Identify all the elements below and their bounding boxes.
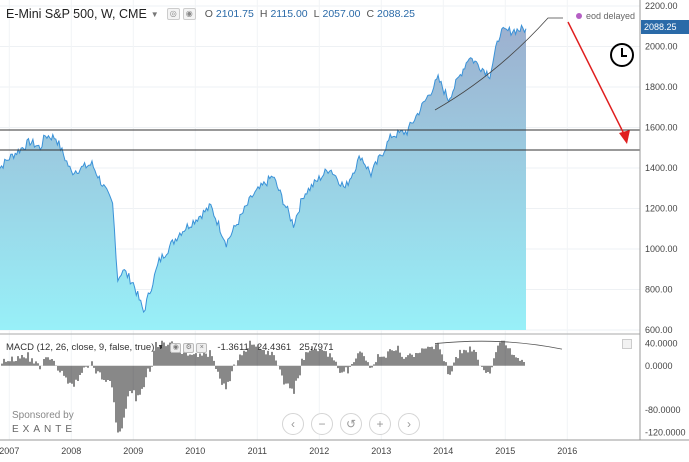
- price-tick-label: 800.00: [645, 285, 673, 295]
- time-tick-label: 2010: [185, 446, 205, 456]
- eod-label: eod delayed: [586, 11, 636, 21]
- sponsor-label: Sponsored by: [12, 410, 74, 421]
- maximize-pane-icon[interactable]: [622, 339, 632, 349]
- chevron-down-icon[interactable]: ▼: [157, 344, 165, 351]
- time-tick-label: 2012: [309, 446, 329, 456]
- zoom-in-button[interactable]: +: [369, 413, 391, 435]
- high-label: H: [259, 8, 268, 20]
- open-value: 2101.75: [215, 8, 254, 20]
- time-tick-label: 2011: [248, 446, 267, 456]
- zoom-controls: ‹ − ↺ + ›: [282, 413, 427, 435]
- macd-tick-label: -120.0000: [645, 427, 686, 437]
- clock-icon: [610, 43, 634, 67]
- low-label: L: [313, 8, 320, 20]
- visibility-icon[interactable]: ◉: [182, 8, 196, 20]
- macd-axis: 40.0000 0.0000 -80.0000 -120.0000: [645, 339, 686, 438]
- last-price-tag: 2088.25: [641, 20, 689, 34]
- close-label: C: [366, 8, 375, 20]
- visibility-icon[interactable]: ◉: [170, 342, 182, 353]
- status-dot-icon: [576, 13, 582, 19]
- forecast-arrow[interactable]: [567, 21, 630, 144]
- macd-histogram: [1, 340, 563, 433]
- price-axis: 2200.00 2000.00 1800.00 1600.00 1400.00 1200.…: [645, 1, 678, 335]
- macd-tick-label: 40.0000: [645, 339, 678, 349]
- price-tick-label: 1600.00: [645, 123, 678, 133]
- price-area: [0, 25, 526, 330]
- macd-trend-curve[interactable]: [434, 340, 563, 350]
- time-axis: 2007 2008 2009 2010 2011 2012 2013 2014 2015 2016: [0, 446, 577, 456]
- chevron-down-icon[interactable]: ▼: [150, 9, 159, 19]
- sponsor-logo[interactable]: EXANTE: [12, 424, 77, 435]
- time-tick-label: 2013: [371, 446, 391, 456]
- time-tick-label: 2007: [0, 446, 19, 456]
- time-tick-label: 2015: [495, 446, 515, 456]
- open-label: O: [204, 8, 213, 20]
- zoom-out-button[interactable]: −: [311, 413, 333, 435]
- macd-value-2: 24.4361: [256, 342, 292, 353]
- time-tick-label: 2008: [61, 446, 81, 456]
- price-tick-label: 1800.00: [645, 82, 678, 92]
- price-tick-label: 2200.00: [645, 1, 678, 11]
- reset-button[interactable]: ↺: [340, 413, 362, 435]
- close-value: 2088.25: [377, 8, 416, 20]
- price-tick-label: 1200.00: [645, 204, 678, 214]
- price-line: [0, 23, 527, 314]
- macd-value-3: 25.7971: [299, 342, 334, 353]
- price-tick-label: 2000.00: [645, 42, 678, 52]
- macd-header: MACD (12, 26, close, 9, false, true) ▼ ◉…: [6, 342, 334, 353]
- price-tick-label: 1000.00: [645, 244, 678, 254]
- macd-value-1: -1.3611: [217, 342, 249, 353]
- eod-status: eod delayed: [576, 11, 635, 21]
- chart-header: E-Mini S&P 500, W, CME ▼ ◎ ◉ O 2101.75 H…: [6, 6, 415, 22]
- time-tick-label: 2016: [557, 446, 577, 456]
- price-tick-label: 1400.00: [645, 163, 678, 173]
- high-value: 2115.00: [270, 8, 308, 20]
- macd-tick-label: -80.0000: [645, 405, 681, 415]
- macd-tick-label: 0.0000: [645, 361, 673, 371]
- symbol-title[interactable]: E-Mini S&P 500, W, CME: [6, 7, 147, 21]
- time-tick-label: 2014: [433, 446, 453, 456]
- scroll-left-button[interactable]: ‹: [282, 413, 304, 435]
- macd-label[interactable]: MACD (12, 26, close, 9, false, true): [6, 342, 155, 353]
- settings-icon[interactable]: ◎: [166, 8, 180, 20]
- price-tick-label: 600.00: [645, 325, 673, 335]
- trend-curve[interactable]: [434, 17, 563, 111]
- time-tick-label: 2009: [123, 446, 143, 456]
- close-icon[interactable]: ×: [196, 342, 208, 353]
- settings-icon[interactable]: ⚙: [183, 342, 195, 353]
- scroll-right-button[interactable]: ›: [398, 413, 420, 435]
- low-value: 2057.00: [322, 8, 361, 20]
